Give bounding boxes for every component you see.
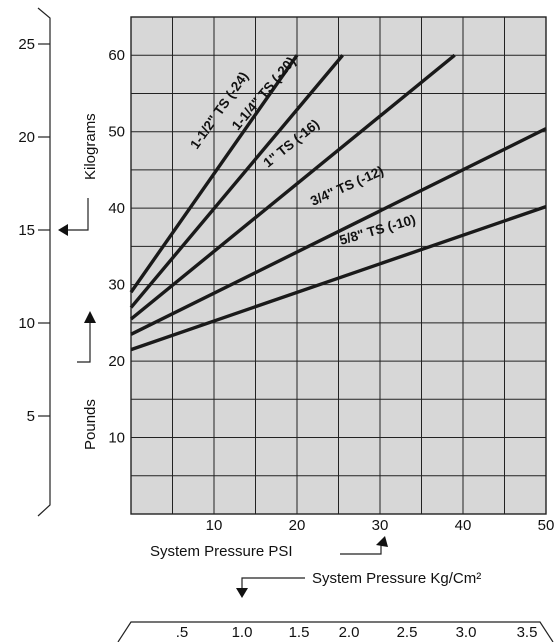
series-line-2 (129, 53, 456, 321)
kg-pressure-pointer-arrow (241, 577, 305, 590)
kg-pressure-tick-label: 3.5 (517, 624, 538, 641)
y-tick-label: 40 (108, 200, 125, 217)
kilogram-tick-label: 20 (18, 129, 35, 146)
kilogram-pointer-arrow (66, 198, 89, 231)
x-tick-label: 20 (289, 517, 306, 534)
kg-pressure-pointer-arrow-head (236, 588, 248, 598)
kilogram-tick-label: 10 (18, 315, 35, 332)
kilogram-pointer-arrow-head (58, 224, 68, 236)
series-line-3 (130, 127, 547, 336)
psi-pointer-arrow-head (376, 536, 388, 547)
kilograms-label: Kilograms (82, 113, 99, 180)
kg-pressure-label: System Pressure Kg/Cm² (312, 570, 481, 587)
x-tick-label: 30 (372, 517, 389, 534)
kg-pressure-scale-bracket (117, 621, 554, 642)
grid (131, 17, 546, 514)
kg-pressure-tick-label: 2.0 (339, 624, 360, 641)
series-lines (129, 53, 547, 352)
y-axis-label: Pounds (82, 399, 99, 450)
kilogram-tick-label: 25 (18, 36, 35, 53)
x-tick-label: 50 (538, 517, 555, 534)
series-line-1 (129, 54, 344, 309)
y-tick-label: 30 (108, 277, 125, 294)
series-line-0 (129, 54, 299, 294)
y-tick-label: 20 (108, 353, 125, 370)
kg-pressure-tick-label: 2.5 (397, 624, 418, 641)
x-tick-label: 40 (455, 517, 472, 534)
kg-pressure-tick-label: .5 (176, 624, 189, 641)
y-tick-label: 50 (108, 124, 125, 141)
tick-labels: 10 20 30 40 50 10 20 30 40 50 60 (108, 47, 554, 534)
kg-pressure-tick-label: 1.0 (232, 624, 253, 641)
y-tick-label: 60 (108, 47, 125, 64)
psi-pointer-arrow (340, 543, 382, 555)
secondary-scales: 5 10 15 20 25 .5 1.0 1.5 2.0 2.5 3.0 3.5 (18, 7, 554, 642)
kilogram-tick-label: 5 (27, 408, 35, 425)
pounds-pointer-arrow (77, 322, 91, 363)
y-tick-label: 10 (108, 430, 125, 447)
kg-pressure-tick-label: 1.5 (289, 624, 310, 641)
x-tick-label: 10 (206, 517, 223, 534)
kilogram-scale-bracket (37, 7, 51, 517)
x-axis-label: System Pressure PSI (150, 543, 293, 560)
kg-pressure-tick-label: 3.0 (456, 624, 477, 641)
series-line-4 (130, 205, 547, 352)
pounds-pointer-arrow-head (84, 311, 96, 323)
kilogram-tick-label: 15 (18, 222, 35, 239)
